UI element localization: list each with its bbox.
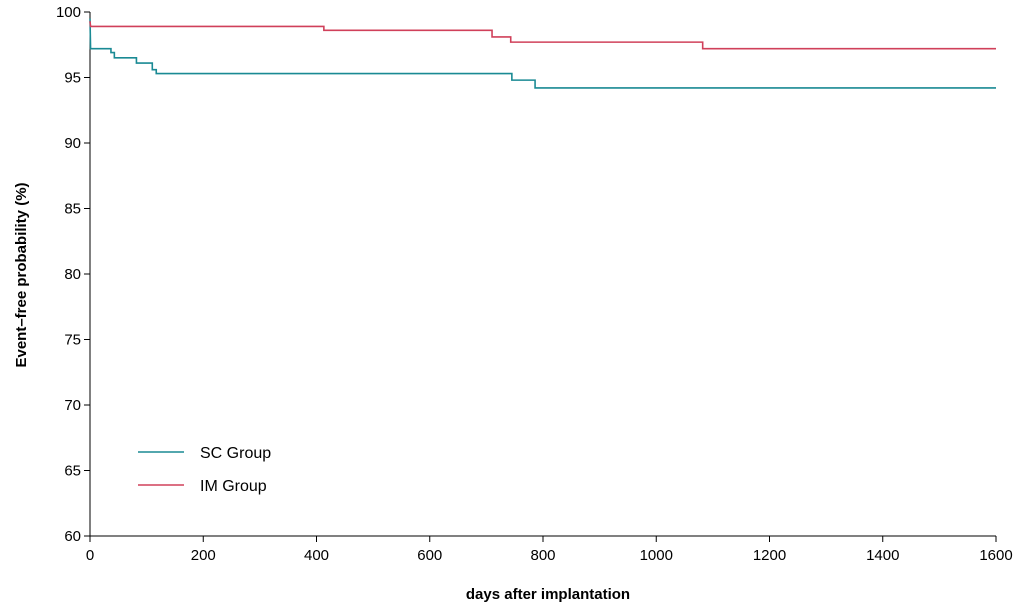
- x-tick-label: 1200: [753, 547, 786, 564]
- series-layer: [89, 18, 996, 89]
- x-axis-title: days after implantation: [466, 586, 630, 603]
- y-tick-label: 95: [64, 70, 81, 87]
- x-tick-label: 800: [530, 547, 555, 564]
- legend-label-sc-group: SC Group: [200, 445, 271, 462]
- legend-label-im-group: IM Group: [200, 478, 267, 495]
- series-line-im-group: [89, 21, 996, 50]
- x-axis: 0 200 400 600 800 1000 1200 1400 1600: [86, 535, 1013, 564]
- y-tick-label: 65: [64, 463, 81, 480]
- y-tick-label: 100: [56, 4, 81, 21]
- y-axis-title: Event–free probability (%): [13, 182, 30, 367]
- x-tick-label: 600: [417, 547, 442, 564]
- y-axis: 60 65 70 75 80 85 90 95 100: [56, 4, 91, 545]
- y-tick-label: 85: [64, 201, 81, 218]
- y-tick-label: 90: [64, 135, 81, 152]
- x-tick-label: 1600: [979, 547, 1012, 564]
- x-tick-label: 400: [304, 547, 329, 564]
- x-tick-label: 1400: [866, 547, 899, 564]
- x-tick-label: 1000: [640, 547, 673, 564]
- y-tick-label: 75: [64, 332, 81, 349]
- y-tick-label: 80: [64, 266, 81, 283]
- x-tick-label: 200: [191, 547, 216, 564]
- y-tick-label: 70: [64, 397, 81, 414]
- x-tick-label: 0: [86, 547, 94, 564]
- y-tick-label: 60: [64, 528, 81, 545]
- series-line-sc-group: [89, 18, 996, 89]
- legend: SC Group IM Group: [138, 445, 271, 495]
